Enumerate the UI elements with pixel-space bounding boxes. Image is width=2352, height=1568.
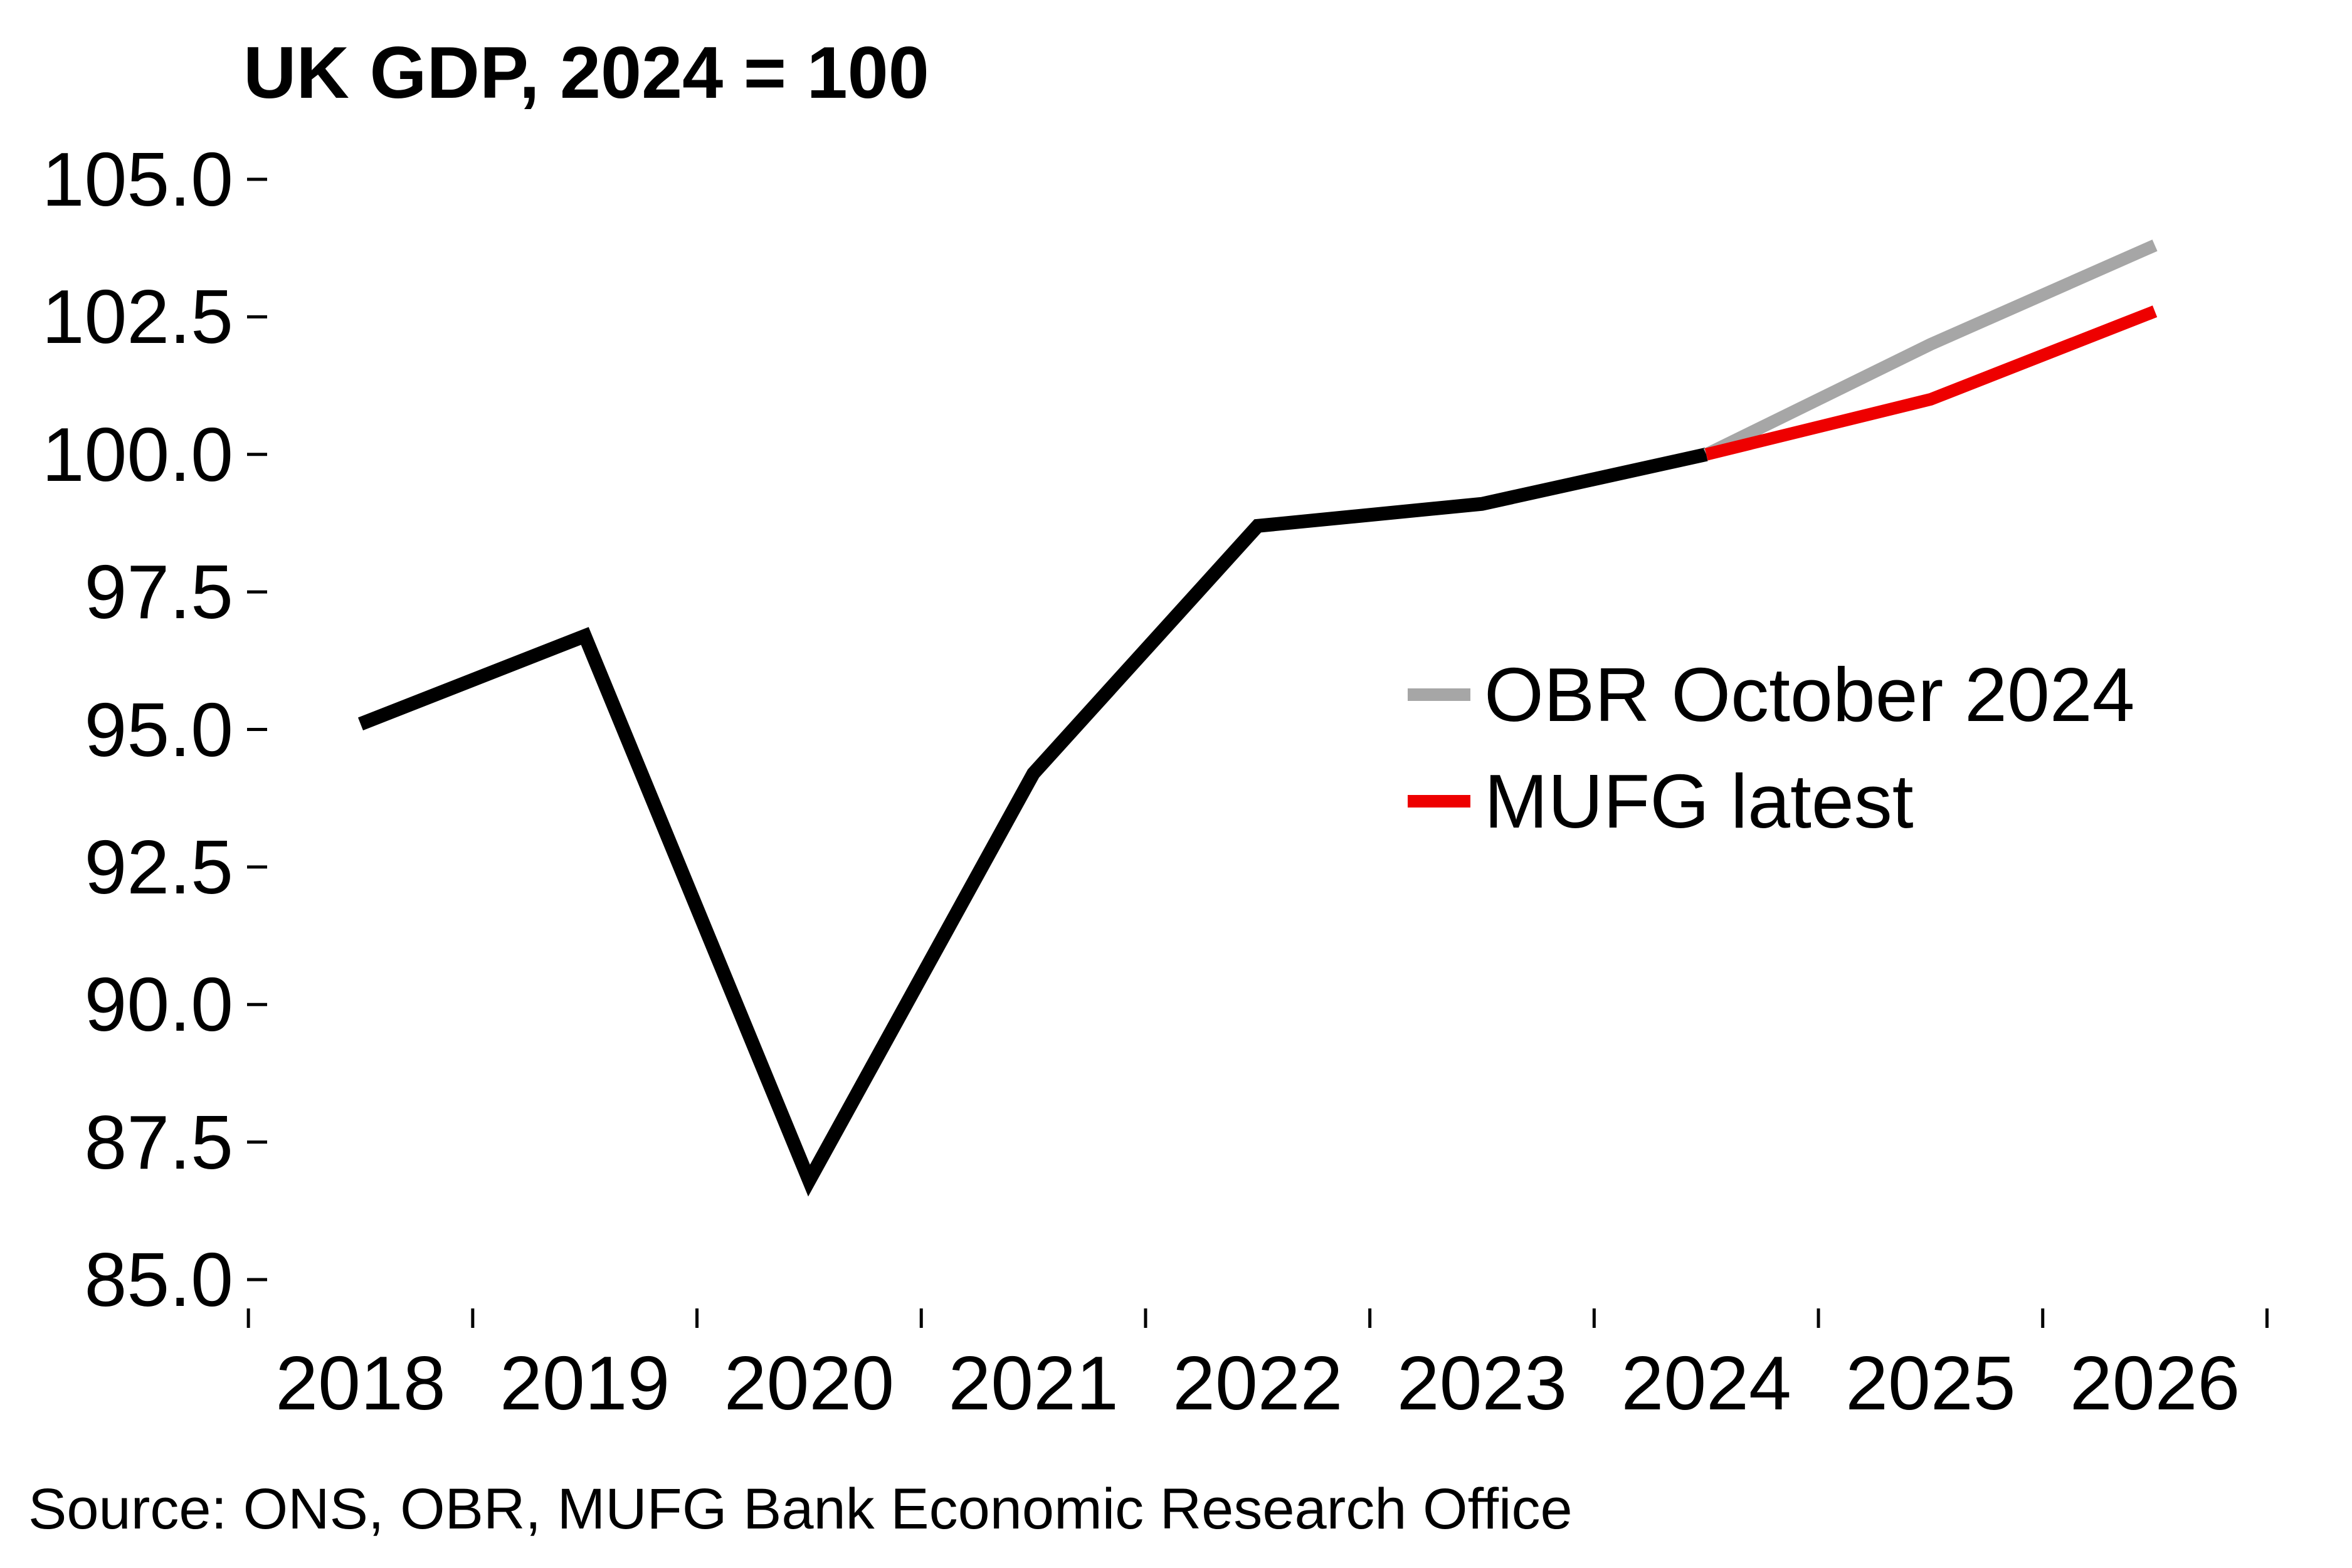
y-tick-label-85.0: 85.0 [84,1237,233,1322]
x-tick-label-2025: 2025 [1845,1340,2016,1426]
series-line-uk-gdp-actual [357,448,1708,1197]
x-tick-label-2021: 2021 [948,1340,1119,1426]
y-tick-label-87.5: 87.5 [84,1099,233,1185]
legend-item-mufg-latest: MUFG latest [1408,748,2135,855]
y-tick-label-95.0: 95.0 [84,687,233,772]
y-tick-label-100.0: 100.0 [41,411,233,497]
y-tick-label-90.0: 90.0 [84,962,233,1048]
legend-label-mufg-latest: MUFG latest [1484,759,1914,844]
y-tick-label-105.0: 105.0 [41,137,233,222]
legend-label-obr-october-2024: OBR October 2024 [1484,652,2135,737]
x-tick-label-2020: 2020 [724,1340,895,1426]
x-tick-label-2024: 2024 [1621,1340,1791,1426]
source-note: Source: ONS, OBR, MUFG Bank Economic Res… [28,1477,1573,1541]
x-tick-label-2018: 2018 [275,1340,446,1426]
legend: OBR October 2024 MUFG latest [1408,641,2135,855]
x-tick-label-2022: 2022 [1173,1340,1343,1426]
y-tick-label-97.5: 97.5 [84,549,233,635]
y-tick-label-92.5: 92.5 [84,824,233,910]
y-tick-label-102.5: 102.5 [41,274,233,360]
x-tick-label-2026: 2026 [2069,1340,2240,1426]
x-tick-label-2023: 2023 [1396,1340,1568,1426]
x-tick-label-2019: 2019 [499,1340,670,1426]
series-line-mufg-latest [1704,305,2158,461]
legend-line-sample-mufg-latest [1408,795,1470,808]
legend-line-sample-obr-october-2024 [1408,688,1470,701]
chart-title: UK GDP, 2024 = 100 [243,31,929,113]
legend-item-obr-october-2024: OBR October 2024 [1408,641,2135,748]
series-line-obr-october-2024 [1703,239,2158,460]
